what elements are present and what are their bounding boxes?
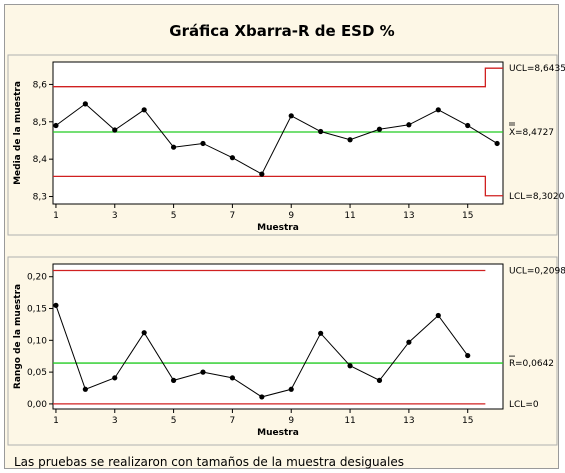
range-xtick-label: 3 (112, 416, 118, 426)
xbar-point (259, 171, 265, 177)
xbar-ucl-line (53, 67, 503, 88)
xbar-point (82, 101, 88, 107)
xbar-xtick-label: 9 (288, 211, 294, 221)
range-xlabel: Muestra (257, 428, 299, 438)
xbar-point (141, 107, 147, 113)
xbar-point (347, 137, 353, 143)
range-panel: 0,000,050,100,150,201 3 5 7 9 11 13 15MuestraRa… (7, 256, 565, 446)
xbar-xtick-label: 3 (112, 211, 118, 221)
range-ytick-label: 0,10 (27, 336, 47, 346)
range-ucl-label: UCL=0,2098 (509, 266, 565, 276)
chart-title: Gráfica Xbarra-R de ESD % (169, 22, 394, 40)
xbar-point (112, 127, 118, 133)
xbar-ucl-label: UCL=8,6435 (509, 64, 565, 74)
range-point (200, 369, 206, 375)
xbar-ytick-label: 8,3 (33, 193, 47, 203)
xbar-xtick-label: 5 (171, 211, 177, 221)
range-plot-area (52, 263, 504, 410)
xbar-xtick-label: 13 (403, 211, 414, 221)
xbar-ytick-label: 8,6 (33, 80, 48, 90)
xbar-xtick-label: 1 (53, 211, 59, 221)
xbar-ylabel: Media de la muestra (13, 81, 23, 185)
xbar-point (288, 113, 294, 119)
xbar-center-label: =8,4727 (515, 128, 554, 138)
range-center-label: =0,0642 (515, 359, 554, 369)
range-point (229, 375, 236, 381)
xbar-point (229, 155, 236, 161)
xbar-lcl-line (53, 175, 503, 197)
xbar-point (53, 122, 59, 129)
xbar-point (170, 144, 177, 150)
xbar-point (435, 107, 441, 113)
xbar-xtick-label: 7 (230, 211, 236, 221)
range-xtick-label: 1 (53, 416, 59, 426)
range-ytick-label: 0,15 (27, 305, 47, 315)
range-xtick-label: 7 (230, 416, 236, 426)
range-ylabel: Rango de la muestra (13, 284, 23, 389)
range-xtick-label: 13 (403, 416, 414, 426)
range-point (406, 339, 412, 345)
range-ytick-label: 0,00 (27, 400, 47, 410)
range-point (347, 363, 353, 369)
xbar-point (494, 140, 500, 147)
xbar-point (465, 122, 471, 129)
range-point (465, 352, 471, 359)
range-center-symbol: R (509, 359, 515, 369)
range-point (288, 386, 294, 392)
range-point (82, 386, 88, 392)
xbar-ytick-label: 8,5 (33, 118, 47, 128)
range-xtick-label: 5 (171, 416, 177, 426)
xbar-point (318, 128, 324, 135)
range-point (318, 330, 324, 336)
xbar-lcl-label: LCL=8,3020 (509, 192, 565, 202)
xbar-ytick-label: 8,4 (33, 155, 48, 165)
xbar-xlabel: Muestra (257, 223, 299, 233)
range-xtick-label: 15 (462, 416, 473, 426)
range-ytick-label: 0,05 (27, 368, 47, 378)
xbar-center-symbol: X (509, 128, 515, 138)
footnote: Las pruebas se realizaron con tamaños de… (14, 455, 404, 469)
range-xtick-label: 11 (344, 416, 355, 426)
range-point (435, 312, 441, 319)
xbar-point (200, 140, 206, 147)
range-point (141, 330, 147, 336)
range-point (53, 302, 59, 308)
xbar-xtick-label: 15 (462, 211, 473, 221)
range-point (170, 377, 177, 383)
range-lcl-label: LCL=0 (509, 400, 539, 410)
xbar-point (376, 126, 383, 132)
range-point (376, 377, 383, 383)
range-point (112, 375, 118, 381)
range-ytick-label: 0,20 (27, 273, 47, 283)
range-point (259, 394, 265, 400)
xbar-point (406, 122, 412, 128)
xbar-series-line (55, 103, 498, 175)
xbar-xtick-label: 11 (344, 211, 355, 221)
range-xtick-label: 9 (288, 416, 294, 426)
xbar-plot-area (52, 61, 504, 205)
